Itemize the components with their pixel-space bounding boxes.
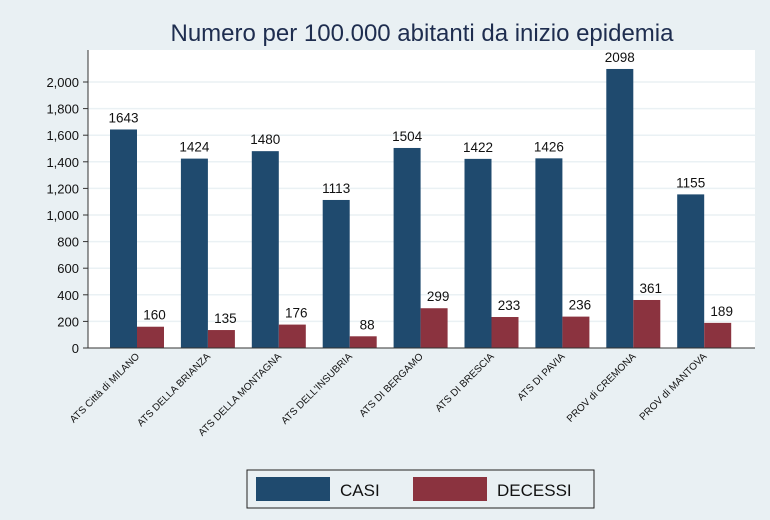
bar-casi <box>677 194 705 348</box>
data-label: 299 <box>427 289 450 304</box>
y-tick-label: 0 <box>72 341 79 356</box>
data-label: 135 <box>214 311 237 326</box>
y-tick-label: 1,400 <box>46 155 79 170</box>
bar-decessi <box>349 336 377 348</box>
data-label: 233 <box>498 298 521 313</box>
data-label: 1422 <box>463 140 493 155</box>
chart-title: Numero per 100.000 abitanti da inizio ep… <box>171 20 675 47</box>
bar-casi <box>322 199 350 348</box>
bar-casi <box>535 158 563 348</box>
y-tick-label: 1,200 <box>46 181 79 196</box>
data-label: 236 <box>569 298 592 313</box>
data-label: 1155 <box>676 175 705 190</box>
data-label: 2098 <box>605 50 635 65</box>
bar-decessi <box>278 324 306 348</box>
bar-casi <box>464 158 492 348</box>
legend-swatch-decessi <box>413 477 487 501</box>
bar-casi <box>606 68 634 348</box>
bar-casi <box>393 147 421 348</box>
data-label: 1113 <box>322 181 350 196</box>
bar-decessi <box>562 316 590 348</box>
bar-decessi <box>704 322 732 348</box>
legend: CASI DECESSI <box>246 469 595 509</box>
legend-swatch-casi <box>256 477 330 501</box>
y-tick-label: 600 <box>57 261 79 276</box>
bar-decessi <box>137 326 164 348</box>
data-label: 361 <box>640 281 663 296</box>
y-tick-label: 1,800 <box>46 102 79 117</box>
data-label: 189 <box>710 304 733 319</box>
bar-casi <box>251 151 279 348</box>
y-tick-label: 2,000 <box>46 75 79 90</box>
data-label: 88 <box>360 317 375 332</box>
x-tick-label: ATS Città di MILANO <box>68 351 142 425</box>
bar-decessi <box>491 317 519 348</box>
data-label: 176 <box>285 306 308 321</box>
y-tick-label: 1,000 <box>46 208 79 223</box>
x-tick-label: ATS DELLA MONTAGNA <box>197 351 285 439</box>
x-tick-label: PROV di MANTOVA <box>638 351 710 423</box>
data-label: 1643 <box>108 110 138 125</box>
x-tick-label: ATS DI BERGAMO <box>358 351 426 419</box>
data-label: 1504 <box>392 129 423 144</box>
data-label: 1480 <box>250 132 280 147</box>
x-tick-label: ATS DI PAVIA <box>516 351 568 403</box>
x-tick-label: PROV di CREMONA <box>565 351 639 425</box>
bar-decessi <box>207 330 235 348</box>
data-label: 1424 <box>179 140 210 155</box>
bar-casi <box>110 129 137 348</box>
bar-casi <box>180 158 208 348</box>
data-label: 1426 <box>534 139 564 154</box>
bar-decessi <box>420 308 448 348</box>
x-tick-label: ATS DELLA BRIANZA <box>135 351 213 429</box>
y-tick-label: 200 <box>57 314 79 329</box>
x-tick-label: ATS DELL'INSUBRIA <box>279 351 355 427</box>
y-tick-label: 400 <box>57 288 79 303</box>
x-tick-label: ATS DI BRESCIA <box>434 351 497 414</box>
y-tick-label: 1,600 <box>46 128 79 143</box>
data-label: 160 <box>143 308 166 323</box>
y-tick-label: 800 <box>57 235 79 250</box>
legend-label: DECESSI <box>497 481 572 500</box>
legend-label: CASI <box>340 481 380 500</box>
bar-decessi <box>633 299 661 348</box>
